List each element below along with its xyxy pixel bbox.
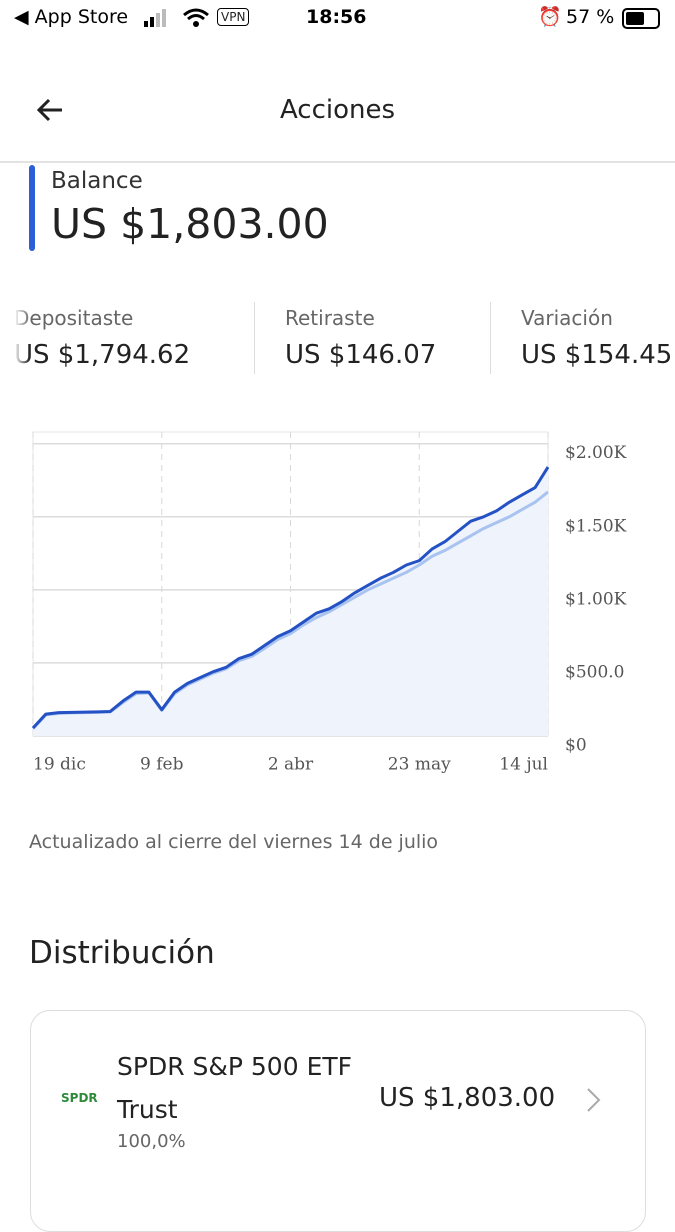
holding-card[interactable]: SPDR SPDR S&P 500 ETF Trust 100,0% US $1…	[30, 1010, 646, 1232]
battery-text: 57 %	[566, 6, 615, 28]
header-divider	[0, 161, 675, 163]
stat-label: Depositaste	[14, 306, 134, 330]
stat-value: US $1,794.62	[14, 340, 191, 370]
stat-label: Variación	[521, 306, 613, 330]
x-tick-label: 19 dic	[33, 755, 86, 775]
time: 18:56	[306, 6, 367, 28]
y-tick-label: $500.0	[565, 662, 624, 682]
chevron	[587, 1088, 601, 1112]
alarm-icon: ⏰	[538, 6, 562, 28]
holding-amount: US $1,803.00	[379, 1083, 556, 1113]
y-tick-label: $1.00K	[565, 589, 627, 609]
stat-value: US $146.07	[285, 340, 437, 370]
y-tick-label: $2.00K	[565, 443, 627, 463]
stat-divider	[490, 302, 491, 374]
chart: $0 $500.0 $1.00K $1.50K $2.00K 19 dic 9 feb 2 a…	[31, 431, 627, 775]
stat-value: US $154.45	[521, 340, 673, 370]
stat: Variación US $154.45	[521, 306, 675, 370]
back-arrow	[36, 98, 62, 122]
y-tick-label: $1.50K	[565, 516, 627, 536]
series-line	[31, 466, 550, 729]
holding-logo: SPDR	[61, 1091, 98, 1105]
stat: Depositaste US $1,794.62	[14, 306, 240, 370]
carrier: App Store	[34, 6, 129, 28]
y-tick-label: $0	[565, 736, 587, 756]
holding-share: 100,0%	[117, 1131, 186, 1152]
note: Actualizado al cierre del viernes 14 de …	[29, 831, 439, 853]
stat-divider	[254, 302, 255, 374]
x-tick-label: 23 may	[388, 755, 451, 775]
signal	[144, 9, 166, 27]
signal-icon	[144, 9, 174, 27]
header-title: Acciones	[279, 95, 396, 125]
screen: ◀ App Store VPN 18:56 ⏰ 57 % Acciones Ba…	[0, 6, 675, 1232]
distribution-title: Distribución	[29, 935, 215, 971]
balance-amount: US $1,803.00	[51, 200, 329, 248]
balance-accent	[29, 165, 35, 251]
x-tick-label: 9 feb	[140, 755, 184, 775]
back-button[interactable]	[34, 94, 66, 134]
stats-row[interactable]: Depositaste US $1,794.62 Retiraste US $1…	[0, 300, 675, 380]
holding-name: SPDR S&P 500 ETF Trust	[117, 1052, 353, 1124]
battery-icon	[622, 8, 660, 29]
vpn-badge: VPN	[217, 8, 250, 26]
fade	[14, 300, 30, 380]
balance-label: Balance	[51, 168, 143, 194]
x-tick-label: 2 abr	[268, 755, 314, 775]
x-tick-label: 14 jul	[499, 755, 548, 775]
stat: Retiraste US $146.07	[285, 306, 485, 370]
wifi-icon	[182, 7, 210, 33]
wifi	[183, 8, 209, 27]
status-back[interactable]: ◀ App Store	[14, 6, 129, 28]
stat-label: Retiraste	[285, 306, 375, 330]
area	[33, 467, 548, 736]
